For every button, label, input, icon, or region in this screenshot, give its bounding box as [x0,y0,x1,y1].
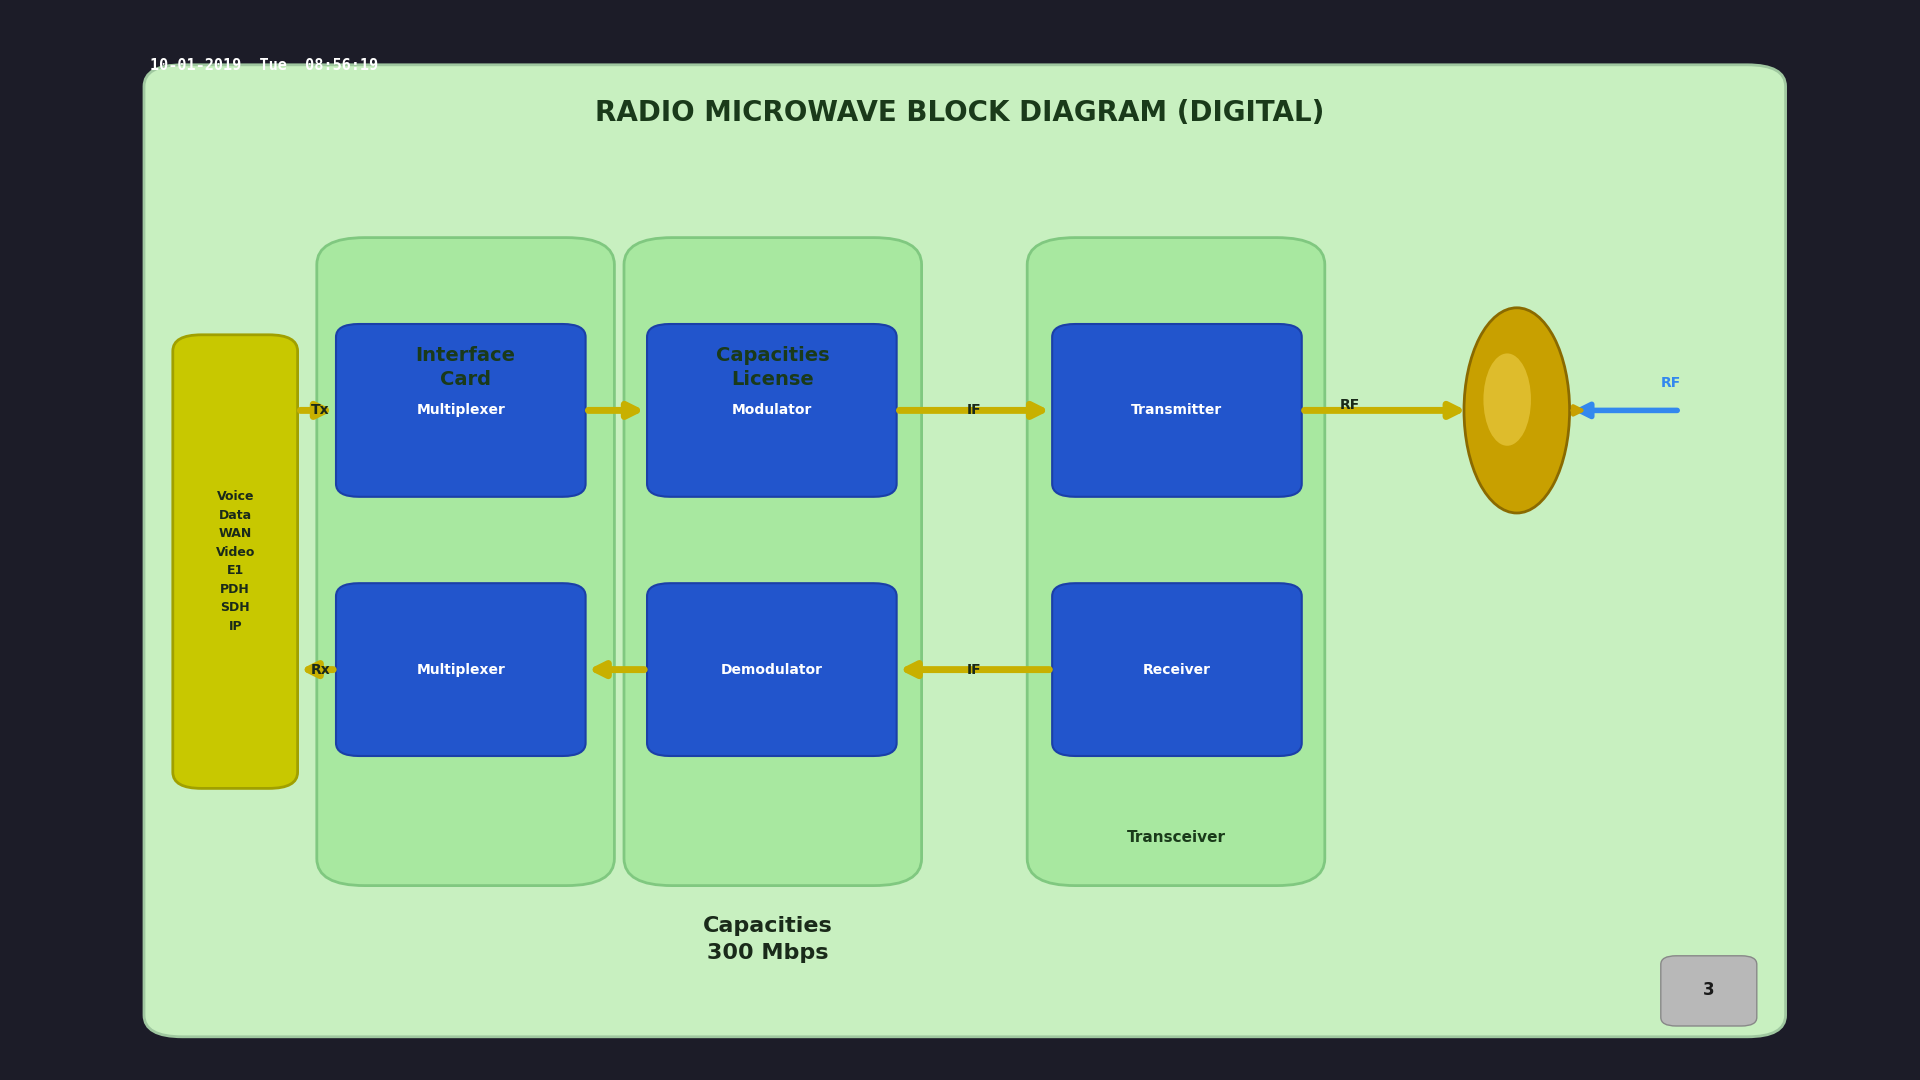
FancyBboxPatch shape [647,324,897,497]
Text: Interface
Card: Interface Card [415,346,516,389]
FancyBboxPatch shape [336,583,586,756]
FancyBboxPatch shape [1661,956,1757,1026]
FancyBboxPatch shape [1027,238,1325,886]
FancyBboxPatch shape [317,238,614,886]
Text: Receiver: Receiver [1142,663,1212,676]
Ellipse shape [1465,308,1571,513]
Text: 10-01-2019  Tue  08:56:19: 10-01-2019 Tue 08:56:19 [150,58,378,73]
Text: Capacities
300 Mbps: Capacities 300 Mbps [703,917,833,962]
Text: RF: RF [1661,377,1680,390]
Ellipse shape [1484,353,1530,446]
Text: Transceiver: Transceiver [1127,829,1225,845]
FancyBboxPatch shape [336,324,586,497]
Text: Transmitter: Transmitter [1131,404,1223,417]
Text: Tx: Tx [311,404,330,417]
Text: IF: IF [968,404,981,417]
Text: Modulator: Modulator [732,404,812,417]
Text: RADIO MICROWAVE BLOCK DIAGRAM (DIGITAL): RADIO MICROWAVE BLOCK DIAGRAM (DIGITAL) [595,99,1325,127]
FancyBboxPatch shape [144,65,1786,1037]
Text: 3: 3 [1703,982,1715,999]
Text: Capacities
License: Capacities License [716,346,829,389]
FancyBboxPatch shape [1052,324,1302,497]
Text: Demodulator: Demodulator [720,663,824,676]
FancyBboxPatch shape [1052,583,1302,756]
FancyBboxPatch shape [173,335,298,788]
Text: RF: RF [1340,399,1359,411]
FancyBboxPatch shape [647,583,897,756]
Text: Multiplexer: Multiplexer [417,663,505,676]
Text: Voice
Data
WAN
Video
E1
PDH
SDH
IP: Voice Data WAN Video E1 PDH SDH IP [215,490,255,633]
FancyBboxPatch shape [624,238,922,886]
Text: Rx: Rx [311,663,330,676]
Text: Multiplexer: Multiplexer [417,404,505,417]
Text: IF: IF [968,663,981,676]
